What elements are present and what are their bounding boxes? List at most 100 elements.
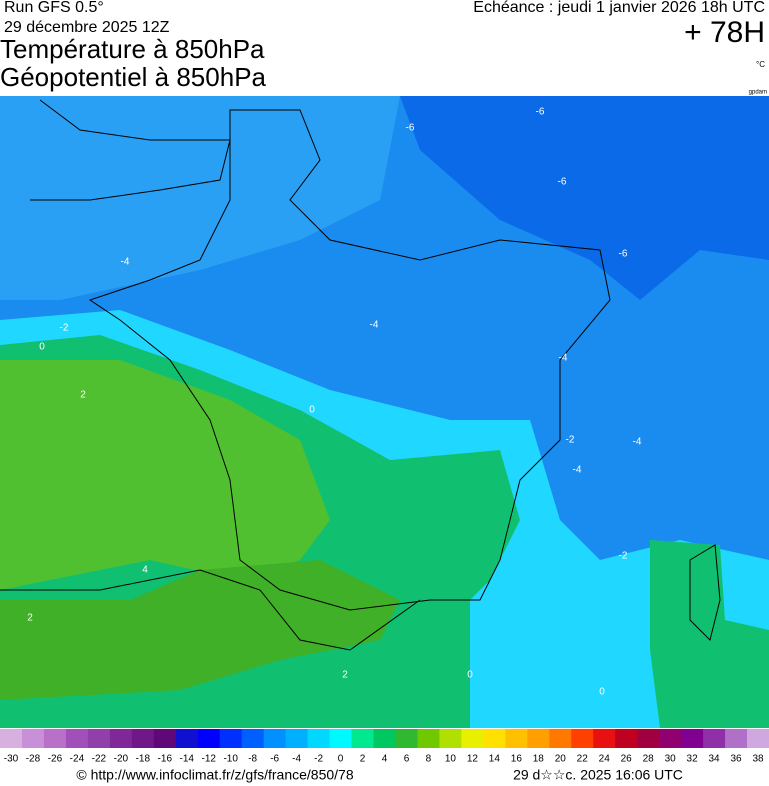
credit: gpdam [749,90,767,96]
colorbar-label: -24 [70,754,85,765]
contour-label: -4 [121,257,130,268]
run-date: 29 décembre 2025 12Z [4,19,170,36]
echeance: Echéance : jeudi 1 janvier 2026 18h UTC [473,0,765,16]
colorbar-label: 18 [533,754,545,765]
colorbar-label: -20 [114,754,129,765]
colorbar-swatch [483,729,506,748]
corsica [689,544,721,641]
colorbar-swatch [505,729,528,748]
colorbar-label: -12 [202,754,217,765]
england-coast [30,99,231,201]
colorbar-label: 38 [752,754,764,765]
colorbar-swatch [373,729,396,748]
contour-label: -2 [619,551,628,562]
warm-zone [0,360,330,590]
colorbar-label: -2 [314,754,323,765]
colorbar-swatch [307,729,331,748]
colorbar-label: -14 [180,754,195,765]
contour-label: -4 [573,465,582,476]
run-label: Run GFS 0.5° [4,0,104,16]
contour-label: -2 [60,323,69,334]
contour-label: -6 [619,249,628,260]
colorbar-label: 14 [489,754,501,765]
colorbar-label: 30 [665,754,677,765]
colorbar-label: 12 [467,754,479,765]
colorbar-swatch [593,729,616,748]
colorbar-swatch [659,729,682,748]
contour-label: -2 [566,435,575,446]
colorbar-swatch [263,729,287,748]
colorbar-label: -4 [292,754,301,765]
contour-label: 4 [142,565,148,576]
contour-label: 2 [342,670,348,681]
france-border [88,109,611,611]
colorbar-label: 28 [643,754,655,765]
colorbar-swatch [329,729,353,748]
colorbar-swatch [285,729,309,748]
contour-label: -4 [370,320,379,331]
colorbar-label: 4 [382,754,388,765]
colorbar-swatch [241,729,265,748]
colorbar-swatch [527,729,550,748]
contour-label: 0 [39,342,45,353]
colorbar-swatch [153,729,177,748]
colorbar-label: 24 [599,754,611,765]
colorbar-swatch [439,729,462,748]
colorbar-label: -28 [26,754,41,765]
contour-label: -6 [558,177,567,188]
colorbar-swatch [417,729,440,748]
colorbar-swatch [571,729,594,748]
colorbar-swatch [615,729,638,748]
contour-label: 2 [27,613,33,624]
cold-zone [400,96,769,300]
colorbar-swatch [681,729,704,748]
colorbar-label: 16 [511,754,523,765]
colorbar-swatch [395,729,418,748]
contour-label: -6 [406,123,415,134]
colorbar-swatch [175,729,199,748]
footer-timestamp: 29 d☆☆c. 2025 16:06 UTC [513,767,683,783]
colorbar-swatch [219,729,243,748]
contour-label: 0 [309,405,315,416]
colorbar-swatch [703,729,726,748]
colorbar-label: -18 [136,754,151,765]
colorbar-swatch [109,729,133,748]
contour-label: 0 [599,687,605,698]
colorbar-label: -30 [4,754,19,765]
corsica-zone [650,540,769,728]
warm-zone-south [0,560,400,700]
colorbar-label: -26 [48,754,63,765]
colorbar-swatch [197,729,221,748]
colorbar-swatch [351,729,375,748]
colorbar-label: 36 [730,754,742,765]
footer-url: © http://www.infoclimat.fr/z/gfs/france/… [76,767,353,783]
colorbar-swatch [637,729,660,748]
colorbar-label: -8 [248,754,257,765]
colorbar: -30 -28 -26 -24 -22 -20 -18 -16 -14 -12 -10 -8 -6 -4-… [0,729,769,765]
colorbar-swatch [65,729,89,748]
contour-label: -4 [559,353,568,364]
colorbar-label: -10 [223,754,238,765]
contour-label: -6 [536,107,545,118]
colorbar-swatch [549,729,572,748]
colorbar-swatch [461,729,484,748]
title-geopotential: Géopotentiel à 850hPa [0,62,267,92]
colorbar-label: 26 [621,754,633,765]
colorbar-label: 6 [404,754,410,765]
contour-label: 0 [467,670,473,681]
colorbar-swatch [747,729,769,748]
colorbar-swatch [725,729,748,748]
contour-label: -4 [633,437,642,448]
colorbar-label: -22 [92,754,107,765]
colorbar-label: 34 [709,754,721,765]
colorbar-label: 22 [577,754,589,765]
colorbar-swatch [43,729,67,748]
lead-time: + 78H [684,16,765,49]
colorbar-label: 8 [426,754,432,765]
title-temperature: Température à 850hPa [0,34,265,64]
colorbar-label: 32 [687,754,699,765]
colorbar-label: 0 [338,754,344,765]
colorbar-swatch [87,729,111,748]
